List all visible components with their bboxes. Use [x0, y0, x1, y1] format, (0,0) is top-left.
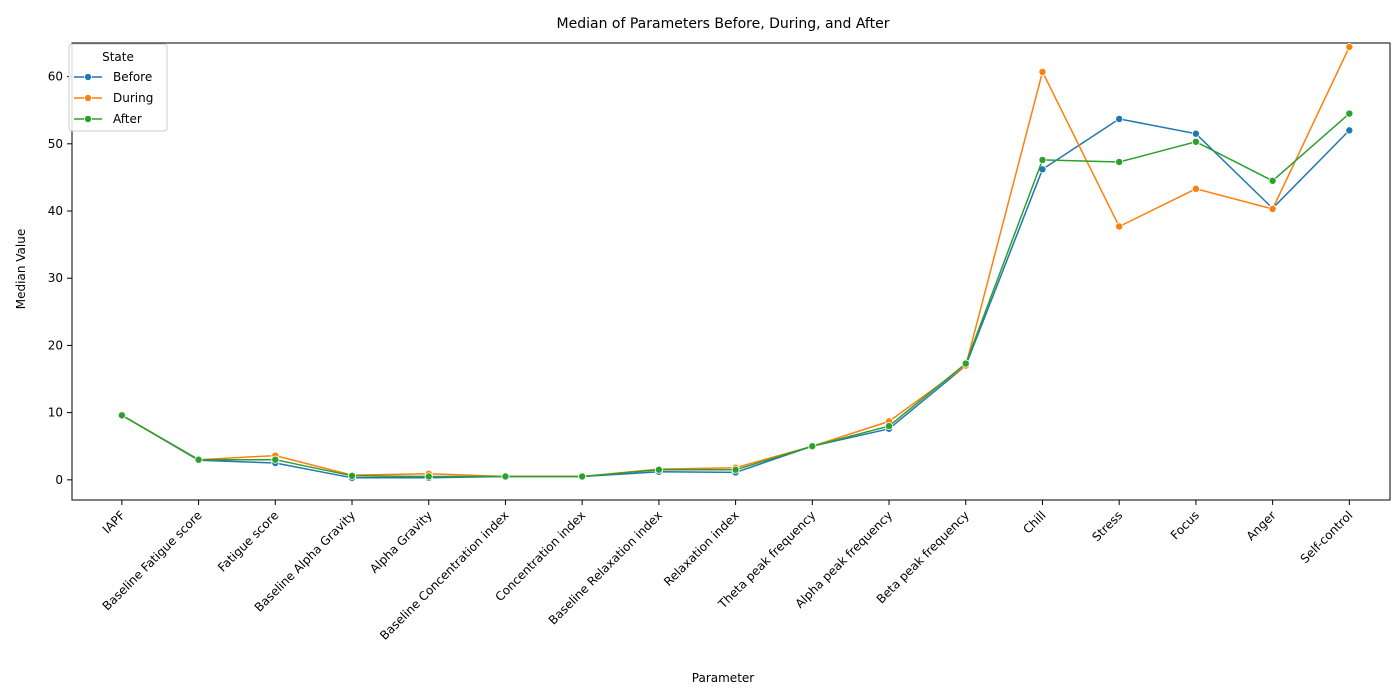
y-tick-label: 0: [55, 473, 63, 487]
x-tick-label: Self-control: [1298, 508, 1356, 566]
data-point: [1268, 176, 1277, 185]
data-point: [1191, 129, 1200, 138]
y-tick-label: 10: [48, 406, 63, 420]
y-axis-label: Median Value: [14, 229, 28, 309]
x-tick-label: Focus: [1168, 508, 1202, 542]
data-point: [424, 472, 433, 481]
legend-swatch-marker: [84, 73, 93, 82]
legend: State Before During After: [68, 43, 168, 132]
legend-label: After: [113, 112, 142, 126]
x-tick-label: Anger: [1244, 508, 1279, 543]
legend-item-after: After: [74, 112, 142, 126]
legend-item-during: During: [74, 91, 153, 105]
data-point: [1191, 137, 1200, 146]
y-tick-label: 30: [48, 271, 63, 285]
data-point: [654, 465, 663, 474]
x-tick-label: Baseline Concentration index: [377, 508, 512, 643]
data-point: [1345, 109, 1354, 118]
data-point: [1115, 222, 1124, 231]
plot-frame: [71, 42, 1391, 501]
data-point: [117, 411, 126, 420]
y-tick-label: 40: [48, 204, 63, 218]
series-after: [117, 109, 1354, 481]
y-tick-label: 20: [48, 338, 63, 352]
data-point: [1038, 155, 1047, 164]
x-tick-label: IAPF: [100, 508, 128, 536]
legend-swatch-marker: [84, 115, 93, 124]
data-point: [961, 359, 970, 368]
data-point: [731, 465, 740, 474]
data-point: [1345, 126, 1354, 135]
y-axis: 0 10 20 30 40 50 60: [48, 70, 72, 487]
plot-area: [71, 42, 1391, 501]
series-before: [117, 114, 1354, 482]
x-axis-label: Parameter: [692, 671, 754, 685]
legend-item-before: Before: [74, 70, 152, 84]
data-point: [1038, 67, 1047, 76]
data-point: [885, 422, 894, 431]
legend-label: Before: [113, 70, 152, 84]
legend-box: [68, 43, 168, 132]
series-line: [121, 46, 1350, 478]
data-point: [501, 472, 510, 481]
series-line: [121, 118, 1350, 479]
data-point: [271, 455, 280, 464]
legend-title: State: [102, 50, 134, 64]
data-point: [1191, 184, 1200, 193]
data-point: [1268, 204, 1277, 213]
x-tick-label: Relaxation index: [661, 508, 742, 589]
data-point: [1115, 157, 1124, 166]
x-tick-label: Alpha Gravity: [367, 508, 435, 576]
data-point: [578, 472, 587, 481]
x-tick-label: Stress: [1089, 508, 1125, 544]
data-point: [808, 442, 817, 451]
x-tick-label: Chill: [1020, 508, 1048, 536]
legend-swatch-marker: [84, 94, 93, 103]
series-during: [117, 43, 1354, 481]
data-point: [1115, 114, 1124, 123]
x-tick-label: Fatigue score: [215, 508, 281, 574]
legend-label: During: [113, 91, 153, 105]
y-tick-label: 60: [48, 70, 63, 84]
y-tick-label: 50: [48, 137, 63, 151]
chart-title: Median of Parameters Before, During, and…: [557, 16, 890, 32]
data-point: [348, 471, 357, 480]
data-point: [1345, 43, 1354, 52]
data-point: [194, 455, 203, 464]
series-line: [121, 113, 1350, 478]
